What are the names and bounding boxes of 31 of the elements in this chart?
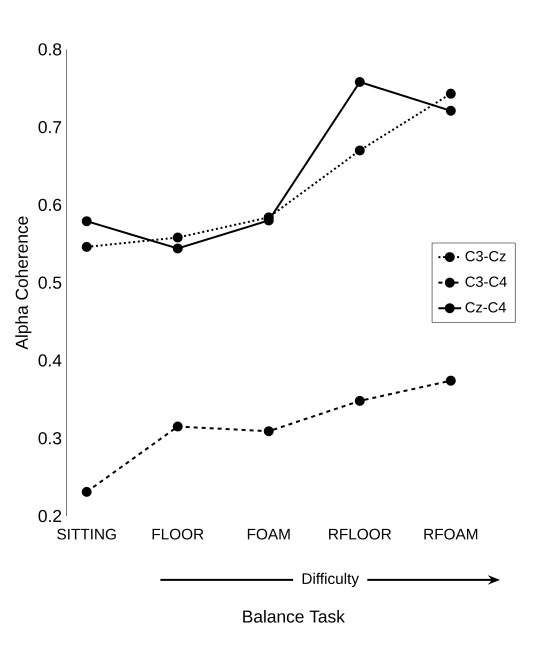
point — [172, 243, 183, 254]
point — [82, 242, 92, 252]
point — [354, 396, 365, 406]
legend-label: Cz-C4 — [466, 302, 506, 313]
text: Difficulty — [302, 572, 359, 588]
point — [172, 232, 183, 243]
legend-label: C3-C4 — [466, 276, 507, 287]
point — [82, 486, 92, 497]
point — [354, 76, 365, 87]
y-tick-label: 0.7 — [38, 120, 62, 134]
y-tick-label: 0.5 — [38, 276, 62, 289]
y-tick-label: 0.6 — [38, 198, 62, 212]
legend-label: C3-Cz — [466, 250, 506, 262]
point — [354, 145, 365, 156]
point — [446, 376, 456, 386]
y-tick-label: 0.4 — [38, 354, 62, 367]
x-tick-label: SITTING — [57, 528, 116, 540]
y-axis-title: Alpha Coherence — [15, 216, 32, 350]
point — [446, 106, 456, 116]
point — [264, 426, 274, 436]
y-tick-label: 0.3 — [38, 432, 62, 444]
y-tick-label: 0.2 — [38, 510, 62, 522]
x-axis-title: Balance Task — [243, 610, 345, 623]
point — [82, 216, 92, 226]
y-tick-label: 0.8 — [38, 43, 62, 56]
point — [172, 422, 183, 432]
x-tick-label: FOAM — [248, 528, 290, 540]
x-tick-label: RFOAM — [424, 528, 478, 540]
x-tick-label: FLOOR — [152, 528, 204, 540]
point — [446, 88, 456, 99]
x-tick-label: RFLOOR — [329, 528, 392, 540]
